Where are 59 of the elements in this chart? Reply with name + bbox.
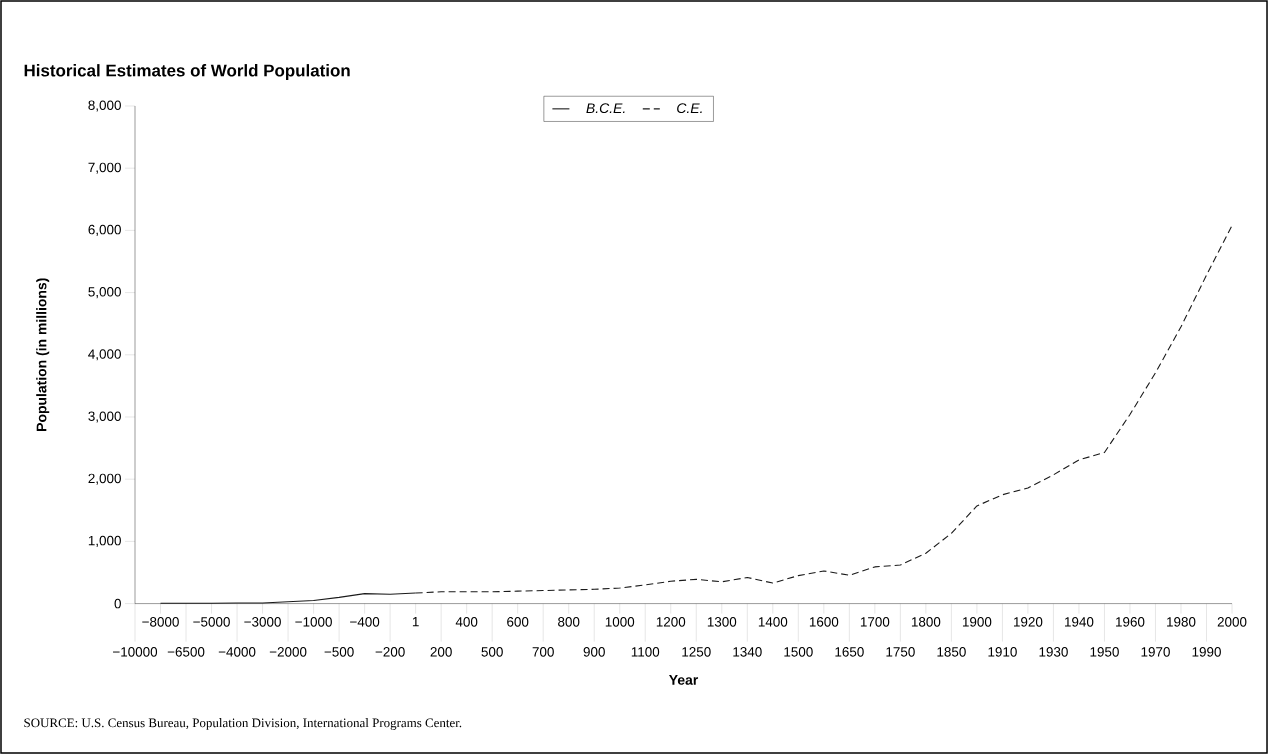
- x-tick-label: 1000: [605, 617, 635, 627]
- x-tick-label: −2000: [269, 647, 307, 657]
- x-tick-label: 1600: [809, 617, 839, 627]
- x-tick-label: 1960: [1116, 617, 1145, 627]
- x-tick-label: 1: [412, 617, 419, 627]
- y-tick-label: 6,000: [88, 224, 121, 236]
- x-tick-label: 500: [481, 647, 503, 657]
- chart-title: Historical Estimates of World Population: [24, 64, 350, 80]
- x-tick-label: 1920: [1013, 617, 1043, 627]
- x-tick-label: −500: [324, 647, 354, 657]
- x-tick-label: 1980: [1167, 617, 1196, 627]
- x-tick-label: 1910: [988, 647, 1017, 657]
- x-tick-label: 2000: [1217, 617, 1247, 627]
- x-tick-label: −5000: [193, 617, 230, 627]
- y-tick-label: 8,000: [88, 100, 121, 112]
- x-tick-label: 1200: [656, 617, 686, 627]
- x-tick-label: 1500: [784, 647, 813, 657]
- x-tick-label: 700: [532, 647, 554, 657]
- x-tick-label: 200: [430, 647, 452, 657]
- source-note: SOURCE: U.S. Census Bureau, Population Division, International Programs Center.: [24, 718, 462, 730]
- x-tick-label: 1800: [911, 617, 941, 627]
- x-tick-label: −200: [375, 647, 405, 657]
- x-tick-label: 900: [583, 647, 605, 657]
- x-tick-label: 1700: [860, 617, 890, 627]
- x-tick-label: 1750: [886, 647, 915, 657]
- legend-label: B.C.E.: [586, 103, 625, 114]
- x-tick-label: 1970: [1141, 647, 1170, 657]
- x-tick-label: 1100: [631, 647, 660, 657]
- x-tick-label: 1990: [1192, 647, 1221, 657]
- y-tick-label: 0: [114, 598, 121, 609]
- x-tick-label: 1300: [707, 617, 737, 627]
- x-tick-label: 1900: [962, 617, 992, 627]
- x-axis-title: Year: [669, 675, 699, 685]
- x-tick-label: 800: [558, 617, 580, 627]
- y-tick-label: 7,000: [88, 162, 121, 174]
- x-tick-label: 1650: [835, 647, 864, 657]
- x-tick-label: −6500: [167, 647, 205, 657]
- x-tick-label: 1250: [682, 647, 711, 657]
- x-tick-label: 1940: [1065, 617, 1094, 627]
- y-tick-label: 5,000: [88, 287, 121, 299]
- y-tick-label: 1,000: [88, 535, 121, 547]
- y-tick-label: 3,000: [88, 411, 121, 423]
- legend-label: C.E.: [677, 103, 702, 114]
- y-axis-title: Population (in millions): [36, 278, 50, 431]
- x-tick-label: −1000: [295, 617, 332, 627]
- x-tick-label: 400: [455, 617, 478, 627]
- y-tick-label: 2,000: [88, 473, 121, 485]
- x-tick-label: 1850: [937, 647, 966, 657]
- x-tick-label: 600: [507, 617, 529, 627]
- x-tick-label: 1950: [1090, 647, 1119, 657]
- x-tick-label: −4000: [218, 647, 256, 657]
- x-tick-label: −3000: [244, 617, 281, 627]
- x-tick-label: −400: [350, 617, 380, 627]
- x-tick-label: −10000: [113, 647, 158, 657]
- x-tick-label: 1930: [1039, 647, 1068, 657]
- x-tick-label: −8000: [142, 617, 179, 627]
- x-tick-label: 1400: [758, 617, 788, 627]
- x-tick-label: 1340: [733, 647, 762, 657]
- y-tick-label: 4,000: [88, 349, 121, 361]
